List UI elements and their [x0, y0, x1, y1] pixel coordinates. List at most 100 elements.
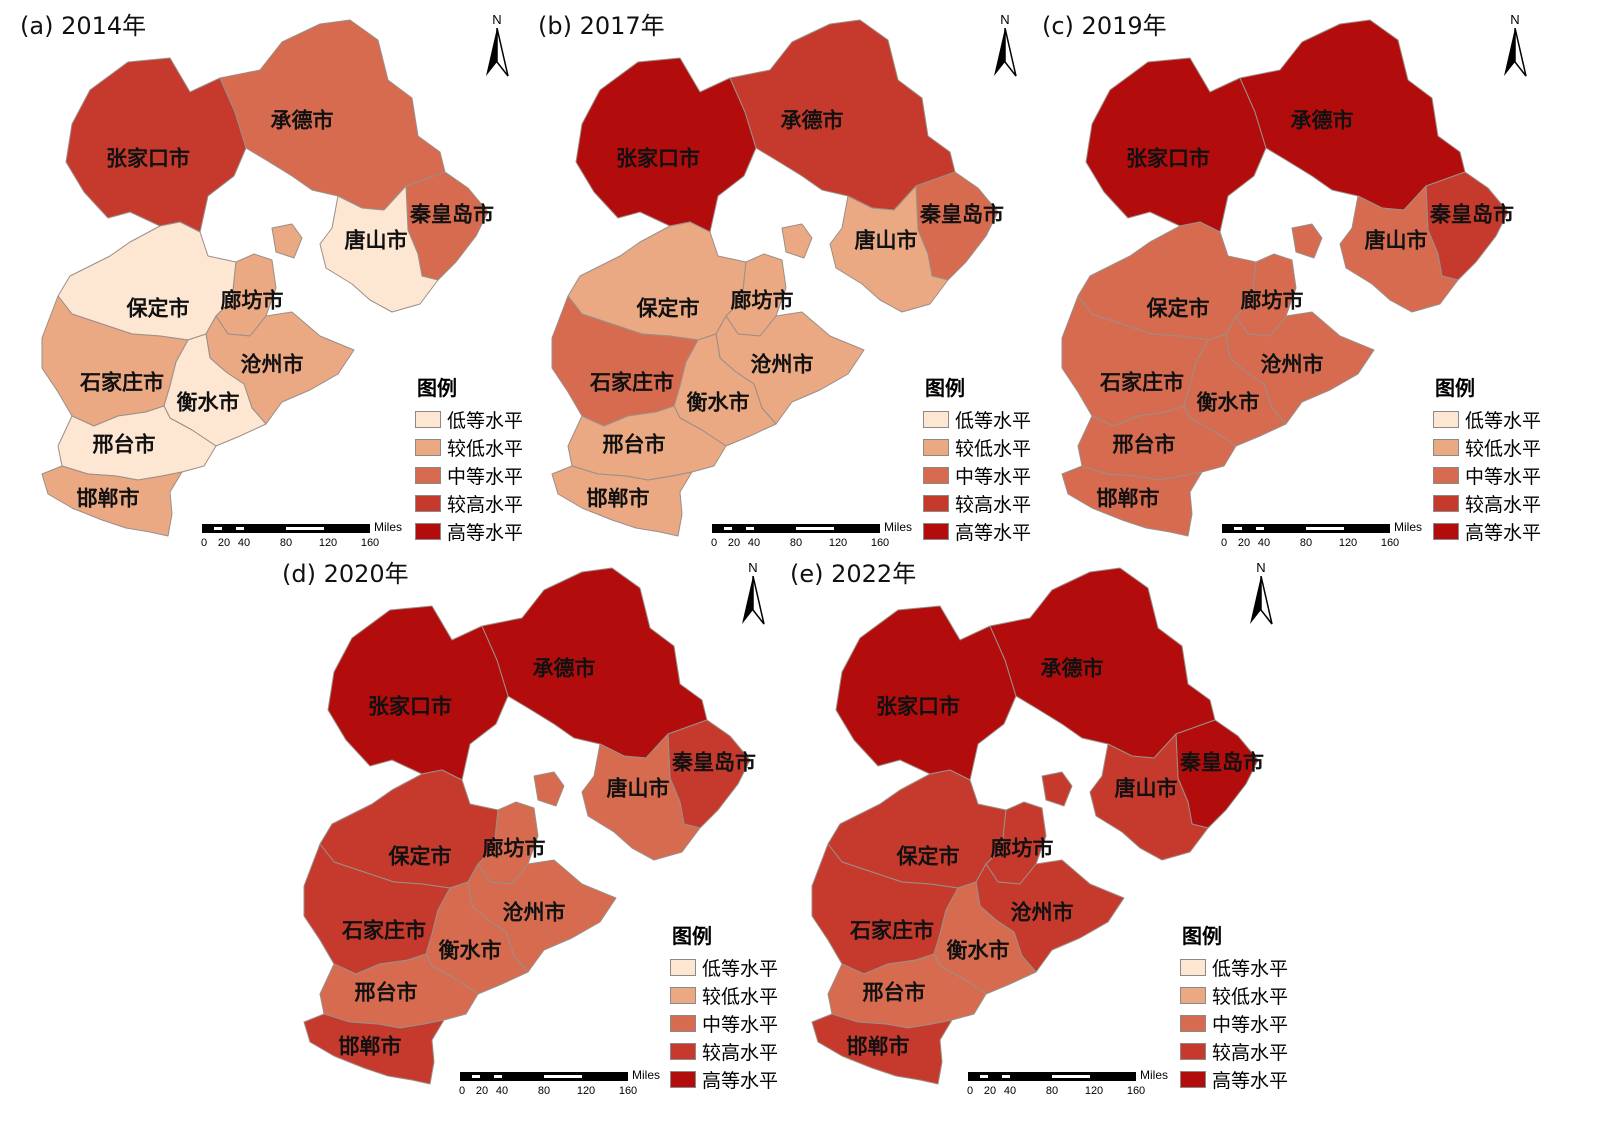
legend-label: 高等水平 — [1212, 1069, 1289, 1092]
city-label-baoding: 保定市 — [636, 296, 700, 321]
scale-tick-label: 80 — [1045, 1085, 1059, 1097]
city-label-xingtai: 邢台市 — [1113, 432, 1176, 457]
north-arrow-icon: N — [482, 12, 512, 77]
city-label-hengshui: 衡水市 — [439, 938, 502, 963]
legend-label: 高等水平 — [447, 521, 524, 544]
legend-label: 高等水平 — [955, 521, 1032, 544]
region-hengshui — [163, 333, 267, 447]
legend-item: 高等水平 — [670, 1065, 800, 1093]
legend-label: 低等水平 — [1465, 409, 1542, 432]
city-label-chengde: 承德市 — [1041, 656, 1104, 681]
legend-label: 较高水平 — [955, 493, 1032, 516]
north-arrow-shape — [486, 28, 509, 77]
city-label-langfang: 廊坊市 — [731, 288, 794, 313]
city-label-baoding: 保定市 — [388, 844, 452, 869]
scale-bar-line — [712, 524, 880, 533]
legend-label: 中等水平 — [447, 465, 524, 488]
scale-tick-label: 0 — [966, 1085, 974, 1097]
scale-tick-label: 20 — [1237, 537, 1251, 549]
legend-item: 高等水平 — [1433, 517, 1563, 545]
legend-label: 较低水平 — [702, 985, 779, 1008]
legend-title: 图例 — [1182, 924, 1222, 948]
legend-item: 较高水平 — [415, 489, 545, 517]
city-label-hengshui: 衡水市 — [947, 938, 1010, 963]
city-label-langfang: 廊坊市 — [1241, 288, 1304, 313]
north-arrow-shape — [742, 576, 765, 625]
legend-item: 较高水平 — [923, 489, 1053, 517]
legend-label: 较高水平 — [447, 493, 524, 516]
north-label: N — [1000, 12, 1010, 27]
panel-title: (b) 2017年 — [538, 12, 665, 40]
scale-bar-line — [460, 1072, 628, 1081]
city-label-shijiazhuang: 石家庄市 — [1099, 370, 1184, 395]
legend-swatch — [415, 410, 441, 428]
city-label-hengshui: 衡水市 — [687, 390, 750, 415]
north-label: N — [748, 560, 758, 575]
scale-bar: Miles 0 20 40 80 120 160 — [459, 1068, 680, 1102]
legend-label: 较低水平 — [447, 437, 524, 460]
scale-unit: Miles — [1394, 520, 1423, 534]
legend-item: 较高水平 — [1180, 1037, 1310, 1065]
scale-tick-label: 120 — [318, 537, 338, 549]
panel-title: (d) 2020年 — [282, 560, 409, 588]
legend-swatch — [670, 958, 696, 976]
city-label-shijiazhuang: 石家庄市 — [589, 370, 674, 395]
scale-bar: Miles 0 20 40 80 120 160 — [201, 520, 422, 554]
legend-item: 高等水平 — [923, 517, 1053, 545]
city-label-handan: 邯郸市 — [1097, 486, 1160, 511]
city-label-chengde: 承德市 — [1291, 108, 1354, 133]
city-label-tangshan: 唐山市 — [1365, 228, 1428, 253]
legend-item: 高等水平 — [1180, 1065, 1310, 1093]
region-handan — [1061, 465, 1203, 537]
legend-swatch — [1180, 958, 1206, 976]
legend-label: 较高水平 — [1212, 1041, 1289, 1064]
north-arrow-shape — [1504, 28, 1527, 77]
scale-tick-label: 0 — [1220, 537, 1228, 549]
city-label-hengshui: 衡水市 — [177, 390, 240, 415]
region-enclave — [271, 223, 303, 259]
city-label-handan: 邯郸市 — [77, 486, 140, 511]
legend-label: 较低水平 — [955, 437, 1032, 460]
region-enclave — [1291, 223, 1323, 259]
city-label-hengshui: 衡水市 — [1197, 390, 1260, 415]
legend-swatch — [1180, 1070, 1206, 1088]
city-label-xingtai: 邢台市 — [863, 980, 926, 1005]
city-label-baoding: 保定市 — [126, 296, 190, 321]
city-label-qinhuangdao: 秦皇岛市 — [919, 202, 1004, 227]
legend-label: 高等水平 — [1465, 521, 1542, 544]
city-label-shijiazhuang: 石家庄市 — [849, 918, 934, 943]
region-hengshui — [673, 333, 777, 447]
map-panel-2019: (c) 2019年 张家口市 承德市 秦皇岛市 唐山市 保定市 廊坊市 沧州市 石家庄市 衡水市… — [1040, 0, 1550, 560]
city-label-chengde: 承德市 — [781, 108, 844, 133]
region-enclave — [781, 223, 813, 259]
city-label-cangzhou: 沧州市 — [751, 352, 814, 377]
legend-swatch — [670, 1070, 696, 1088]
city-label-zhangjiakou: 张家口市 — [106, 146, 190, 171]
legend-item: 中等水平 — [1433, 461, 1563, 489]
city-label-zhangjiakou: 张家口市 — [876, 694, 960, 719]
map-legend: 图例 低等水平 较低水平 中等水平 较高水平 高等水平 — [670, 920, 800, 1093]
legend-label: 较低水平 — [1212, 985, 1289, 1008]
scale-tick-label: 160 — [618, 1085, 638, 1097]
scale-tick-label: 80 — [537, 1085, 551, 1097]
scale-tick-label: 120 — [576, 1085, 596, 1097]
legend-label: 中等水平 — [1212, 1013, 1289, 1036]
city-label-chengde: 承德市 — [271, 108, 334, 133]
legend-item: 中等水平 — [670, 1009, 800, 1037]
north-arrow-icon: N — [990, 12, 1020, 77]
legend-swatch — [415, 494, 441, 512]
city-label-xingtai: 邢台市 — [603, 432, 666, 457]
city-label-cangzhou: 沧州市 — [241, 352, 304, 377]
region-tangshan — [1089, 733, 1209, 861]
scale-tick-label: 40 — [1257, 537, 1271, 549]
legend-item: 低等水平 — [923, 405, 1053, 433]
city-label-xingtai: 邢台市 — [355, 980, 418, 1005]
legend-item: 较低水平 — [1180, 981, 1310, 1009]
north-label: N — [492, 12, 502, 27]
map-legend: 图例 低等水平 较低水平 中等水平 较高水平 高等水平 — [1433, 372, 1563, 545]
region-hengshui — [425, 881, 529, 995]
scale-tick-label: 160 — [1380, 537, 1400, 549]
legend-item: 中等水平 — [415, 461, 545, 489]
